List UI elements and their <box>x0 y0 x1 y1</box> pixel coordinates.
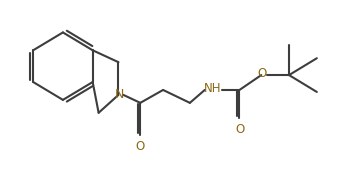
Text: O: O <box>236 123 245 136</box>
Text: N: N <box>115 88 124 101</box>
Text: O: O <box>258 67 267 80</box>
Text: NH: NH <box>204 82 221 96</box>
Text: O: O <box>136 140 145 152</box>
